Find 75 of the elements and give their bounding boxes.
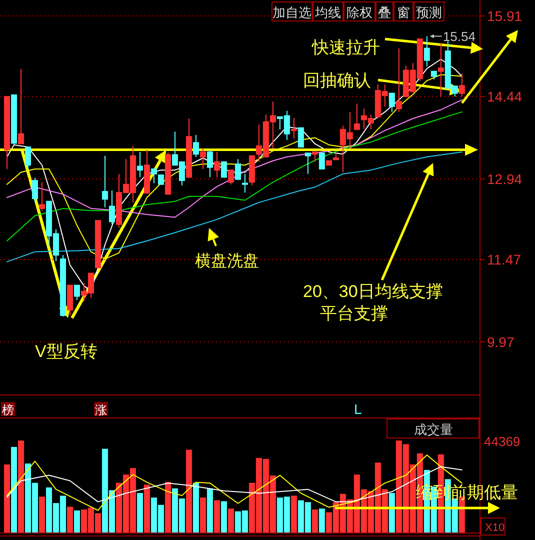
annotation: 横盘洗盘 [195, 252, 259, 270]
candlestick [136, 151, 143, 178]
bar [66, 506, 73, 534]
bar [164, 482, 171, 534]
y-tick-label: 14.44 [487, 88, 522, 105]
candlestick [108, 190, 115, 225]
bar [200, 498, 206, 534]
line-series [6, 99, 462, 218]
text: 成交量 [414, 422, 453, 437]
annotation: 20、30日均线支撑 [303, 282, 443, 301]
candlestick [354, 103, 360, 130]
candlestick [424, 36, 430, 67]
text: L [354, 401, 362, 417]
candlestick [312, 151, 318, 162]
annotation: 回抽确认 [303, 71, 371, 90]
bar [214, 500, 220, 534]
candlestick [458, 73, 465, 98]
candlestick [214, 151, 220, 178]
bar [144, 484, 150, 534]
bar [318, 508, 325, 534]
candlestick [220, 161, 227, 178]
candlestick [18, 68, 24, 144]
bar [10, 446, 17, 534]
candlestick [102, 155, 108, 208]
annotation: V型反转 [35, 342, 98, 361]
line-series [6, 111, 462, 242]
candlestick [192, 134, 199, 158]
bar [74, 510, 80, 534]
annotation: 加自选 [272, 5, 312, 20]
candlestick [396, 48, 402, 112]
candlestick [24, 146, 31, 170]
candlestick [32, 177, 38, 203]
bar [290, 496, 297, 534]
annotation: 叠 [378, 5, 391, 20]
candlestick [234, 158, 241, 180]
bar [206, 488, 213, 534]
bar [4, 464, 10, 534]
candlestick [150, 168, 157, 184]
candlestick [388, 92, 395, 112]
y-tick-label: 15.91 [487, 8, 522, 24]
annotation: 均线 [314, 5, 341, 20]
bar [220, 501, 227, 534]
bar [38, 496, 45, 534]
candlestick [74, 284, 80, 301]
bar [186, 450, 192, 534]
candlestick [158, 174, 164, 185]
text: X10 [485, 522, 505, 534]
annotation: 平台支撑 [320, 304, 388, 323]
annotation: 除权 [346, 5, 372, 20]
candlestick [38, 182, 45, 212]
annotation: 窗 [397, 5, 410, 20]
candlestick [438, 42, 444, 98]
candlestick [242, 173, 248, 194]
text: 44369 [484, 434, 520, 449]
annotation: 15.54 [442, 29, 476, 44]
candlestick [298, 127, 304, 148]
y-tick-label: 9.97 [487, 334, 514, 350]
text: 榜 [2, 403, 14, 417]
annotation: 预测 [416, 5, 442, 20]
bar [388, 492, 395, 534]
annotation: 快速拉升 [311, 38, 380, 57]
candlestick [304, 152, 311, 174]
candlestick [290, 117, 297, 140]
bar [18, 440, 24, 534]
bar [312, 510, 318, 534]
bar [192, 482, 199, 534]
candlestick [318, 152, 325, 170]
y-tick-label: 11.47 [487, 251, 522, 268]
text: 涨 [95, 403, 107, 417]
bar [228, 508, 234, 534]
y-tick-label: 12.94 [487, 170, 522, 187]
candlestick [200, 148, 206, 170]
candlestick [206, 149, 213, 178]
bar [136, 492, 143, 534]
candlestick [228, 170, 234, 185]
